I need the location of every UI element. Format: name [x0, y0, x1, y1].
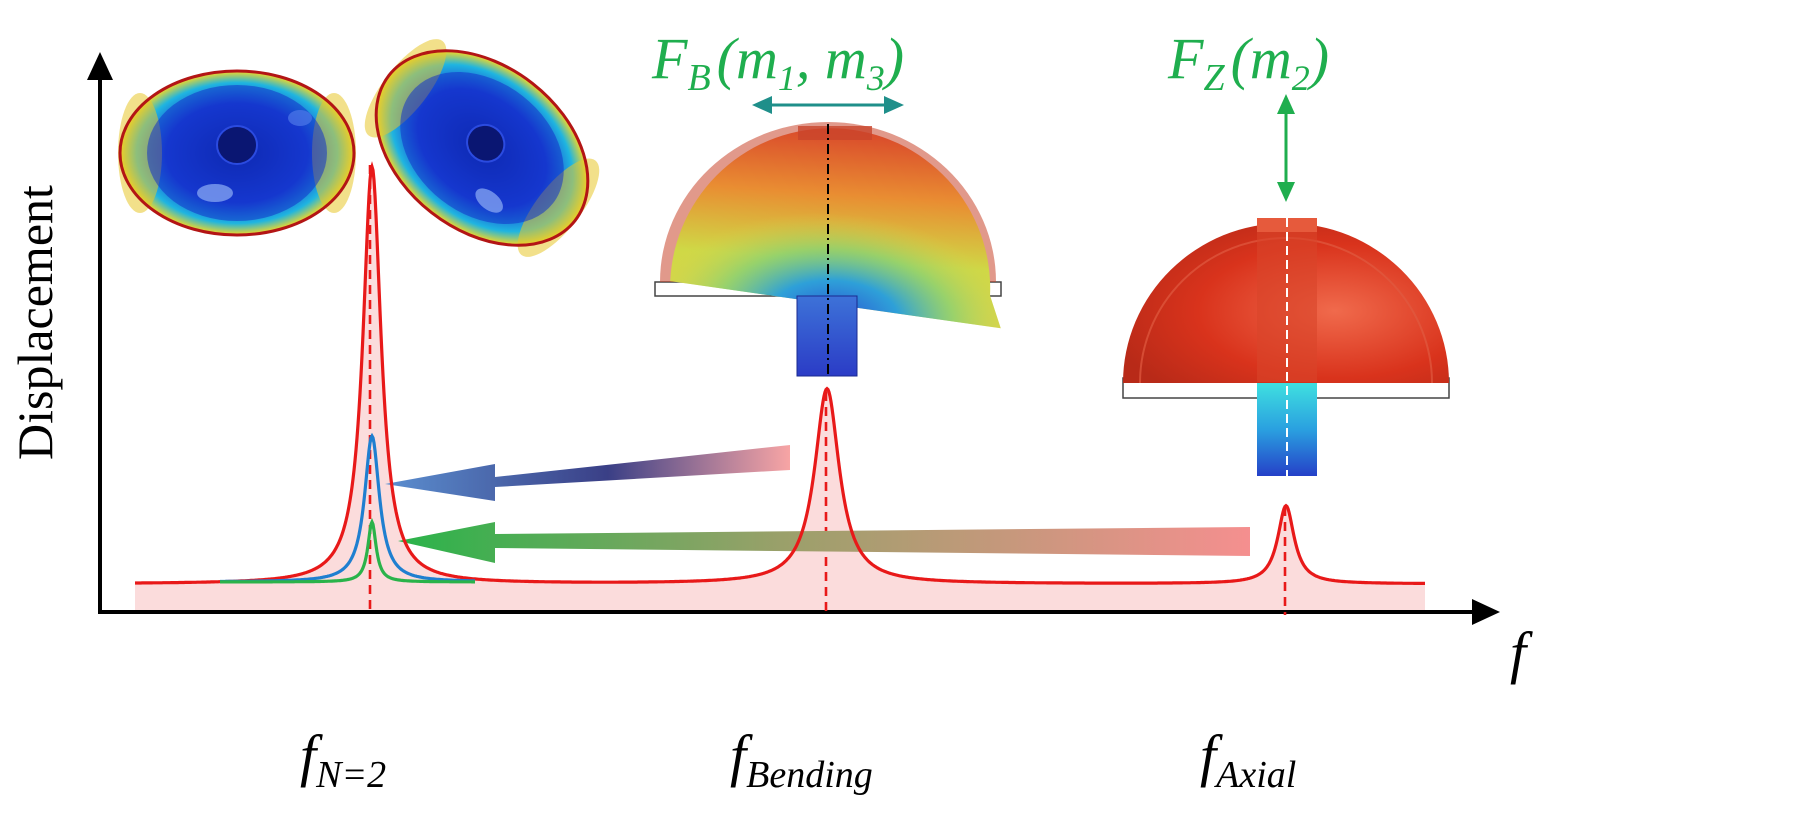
- x-axis-arrowhead: [1472, 599, 1500, 625]
- x-axis-label: f: [1510, 620, 1533, 685]
- main-response-curve: [135, 161, 1425, 585]
- y-axis-label: Displacement: [7, 185, 63, 460]
- response-fill-area: [135, 166, 1425, 613]
- axial-force-arrow: [1277, 94, 1295, 202]
- peak-label-n2: fN=2: [300, 723, 386, 796]
- bending-coupling-arrow: [385, 445, 790, 501]
- peak-label-axial: fAxial: [1200, 723, 1296, 796]
- n2-mode-shape-plate-2: [364, 39, 600, 257]
- y-axis-arrowhead: [87, 52, 113, 80]
- bending-mode-shape: [654, 122, 1002, 378]
- axial-coupled-curve: [220, 517, 475, 584]
- bending-force-arrow: [752, 96, 904, 114]
- axes: [87, 52, 1500, 625]
- peak-label-bending: fBending: [730, 723, 873, 796]
- bending-force-label: FB (m1, m3): [651, 26, 904, 99]
- n2-mode-shape-plate-1: [118, 69, 356, 237]
- axial-force-label: FZ (m2): [1167, 26, 1329, 99]
- axial-coupling-arrow: [398, 522, 1250, 563]
- axial-mode-shape: [1122, 218, 1450, 476]
